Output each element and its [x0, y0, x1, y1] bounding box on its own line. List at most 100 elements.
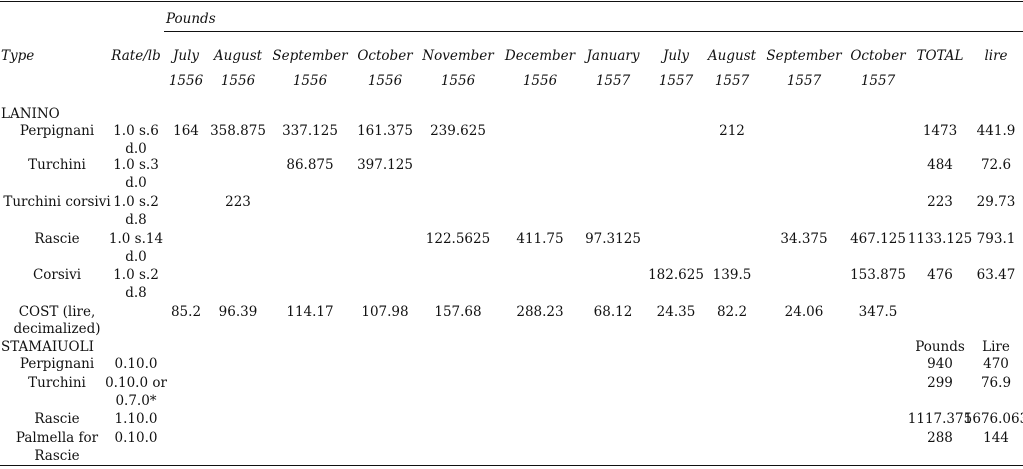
- stamaiuoli-pounds: 940: [927, 356, 953, 372]
- row-type-label: Turchini corsivi: [3, 194, 111, 210]
- month-header-11: October: [850, 48, 906, 64]
- month-header-9: August: [707, 48, 757, 64]
- stamaiuoli-pounds: 1117.375: [907, 411, 973, 427]
- row-lire: 63.47: [976, 267, 1016, 283]
- table-cell: 86.875: [286, 157, 334, 173]
- stamaiuoli-pounds-header: Pounds: [915, 339, 965, 355]
- stamaiuoli-lire: 470: [983, 356, 1009, 372]
- table-cell: 411.75: [516, 231, 564, 247]
- month-header-6: December: [504, 48, 576, 64]
- month-header-1: July: [172, 48, 200, 64]
- section-stamaiuoli: STAMAIUOLI: [1, 339, 94, 355]
- stamaiuoli-rate: 0.10.0: [114, 430, 158, 446]
- row-rate-cont: d.0: [125, 249, 147, 265]
- month-year-header-2: 1556: [220, 73, 256, 89]
- month-header-8: July: [662, 48, 690, 64]
- month-header-10: September: [766, 48, 842, 64]
- table-cell: 182.625: [648, 267, 704, 283]
- table-cell: 397.125: [357, 157, 413, 173]
- month-year-header-6: 1556: [522, 73, 558, 89]
- type-column-header: Type: [1, 48, 35, 64]
- row-lire: 441.9: [976, 123, 1016, 139]
- stamaiuoli-type-label: Perpignani: [19, 356, 95, 372]
- row-total: 476: [927, 267, 953, 283]
- table-cell: 239.625: [430, 123, 486, 139]
- table-cell: 223: [225, 194, 251, 210]
- row-rate: 1.0 s.3: [113, 157, 159, 173]
- month-year-header-10: 1557: [786, 73, 822, 89]
- table-cell: 122.5625: [425, 231, 491, 247]
- stamaiuoli-type-label: Palmella for: [15, 430, 99, 446]
- stamaiuoli-pounds: 288: [927, 430, 953, 446]
- cost-cell: 157.68: [434, 304, 482, 320]
- cost-cell: 24.35: [656, 304, 696, 320]
- month-year-header-5: 1556: [440, 73, 476, 89]
- table-cell: 97.3125: [585, 231, 641, 247]
- stamaiuoli-rate: 0.10.0 or: [105, 375, 167, 391]
- row-rate-cont: d.0: [125, 175, 147, 191]
- stamaiuoli-lire-header: Lire: [982, 339, 1010, 355]
- row-total: 223: [927, 194, 953, 210]
- month-header-3: September: [272, 48, 348, 64]
- row-rate-cont: d.8: [125, 285, 147, 301]
- cost-cell: 68.12: [593, 304, 633, 320]
- cost-cell: 85.2: [170, 304, 202, 320]
- pounds-group-header: Pounds: [166, 11, 216, 27]
- row-rate: 1.0 s.6: [113, 123, 159, 139]
- table-bottom-rule: [0, 465, 1023, 467]
- row-rate: 1.0 s.2: [113, 194, 159, 210]
- row-rate-cont: d.0: [125, 141, 147, 157]
- pounds-group-rule: [164, 31, 1023, 32]
- row-total: 1133.125: [907, 231, 973, 247]
- table-cell: 34.375: [780, 231, 828, 247]
- cost-cell: 114.17: [286, 304, 334, 320]
- month-header-4: October: [357, 48, 413, 64]
- table-cell: 467.125: [850, 231, 906, 247]
- stamaiuoli-lire: 76.9: [980, 375, 1012, 391]
- month-header-7: January: [586, 48, 640, 64]
- cost-cell: 82.2: [716, 304, 748, 320]
- row-total: 1473: [922, 123, 958, 139]
- row-type-label: Perpignani: [19, 123, 95, 139]
- month-year-header-1: 1556: [168, 73, 204, 89]
- row-total: 484: [927, 157, 953, 173]
- cost-cell: 107.98: [361, 304, 409, 320]
- table-cell: 153.875: [850, 267, 906, 283]
- table-cell: 164: [173, 123, 199, 139]
- cost-cell: 24.06: [784, 304, 824, 320]
- month-header-2: August: [213, 48, 263, 64]
- stamaiuoli-lire: 144: [983, 430, 1009, 446]
- cost-cell: 288.23: [516, 304, 564, 320]
- rate-column-header: Rate/lb: [111, 48, 161, 64]
- month-year-header-7: 1557: [595, 73, 631, 89]
- row-lire: 793.1: [976, 231, 1016, 247]
- cost-cell: 347.5: [858, 304, 898, 320]
- table-cell: 358.875: [210, 123, 266, 139]
- table-cell: 161.375: [357, 123, 413, 139]
- month-year-header-3: 1556: [292, 73, 328, 89]
- cost-label-cont: decimalized): [13, 321, 101, 337]
- stamaiuoli-rate: 1.10.0: [114, 411, 158, 427]
- stamaiuoli-type-label-cont: Rascie: [34, 448, 80, 464]
- total-column-header: TOTAL: [916, 48, 964, 64]
- stamaiuoli-type-label: Rascie: [34, 411, 80, 427]
- table-top-rule: [0, 1, 1023, 3]
- row-rate: 1.0 s.2: [113, 267, 159, 283]
- month-year-header-11: 1557: [860, 73, 896, 89]
- row-type-label: Corsivi: [32, 267, 82, 283]
- table-cell: 139.5: [712, 267, 752, 283]
- row-lire: 72.6: [980, 157, 1012, 173]
- row-lire: 29.73: [976, 194, 1016, 210]
- month-year-header-4: 1556: [367, 73, 403, 89]
- cost-label: COST (lire,: [18, 304, 96, 320]
- table-cell: 212: [719, 123, 745, 139]
- table-cell: 337.125: [282, 123, 338, 139]
- stamaiuoli-lire: 1676.063: [963, 411, 1023, 427]
- row-rate: 1.0 s.14: [108, 231, 164, 247]
- row-type-label: Rascie: [34, 231, 80, 247]
- month-year-header-8: 1557: [658, 73, 694, 89]
- stamaiuoli-rate-cont: 0.7.0*: [115, 393, 157, 409]
- stamaiuoli-rate: 0.10.0: [114, 356, 158, 372]
- lire-column-header: lire: [984, 48, 1008, 64]
- row-type-label: Turchini: [28, 157, 86, 173]
